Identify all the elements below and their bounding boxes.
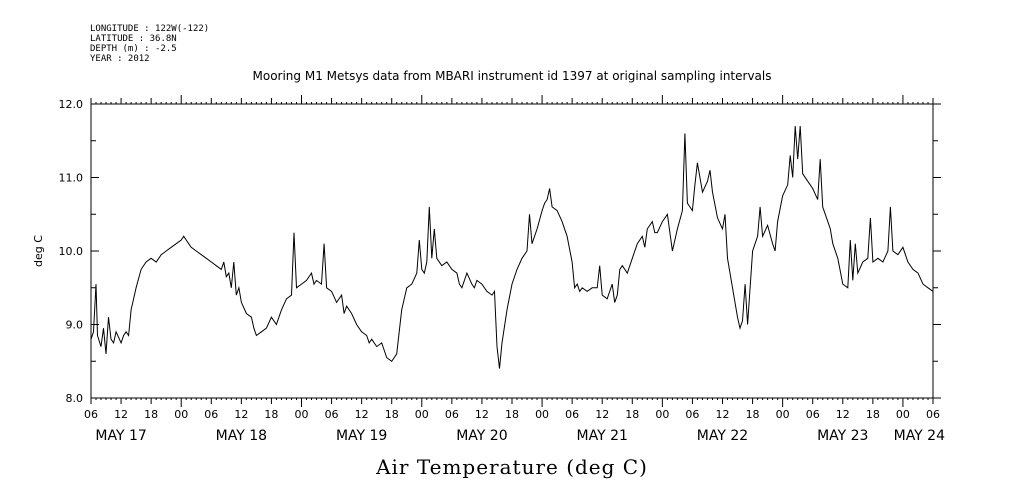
x-tick-label: 00 [295, 408, 309, 421]
chart-title: Mooring M1 Metsys data from MBARI instru… [253, 69, 772, 83]
meta-depth: DEPTH (m) : -2.5 [90, 44, 177, 54]
x-tick-label: 06 [325, 408, 339, 421]
x-tick-label: 06 [926, 408, 940, 421]
meta-year: YEAR : 2012 [90, 54, 150, 64]
y-tick-label: 9.0 [66, 319, 84, 332]
x-tick-label: 06 [806, 408, 820, 421]
day-label: MAY 19 [336, 428, 387, 444]
day-label: MAY 20 [456, 428, 507, 444]
day-label: MAY 17 [95, 428, 146, 444]
x-tick-label: 06 [685, 408, 699, 421]
day-label: MAY 18 [216, 428, 267, 444]
x-tick-label: 18 [505, 408, 519, 421]
x-tick-label: 00 [174, 408, 188, 421]
x-tick-label: 18 [385, 408, 399, 421]
plot-frame [90, 103, 934, 399]
x-axis-label: Air Temperature (deg C) [375, 455, 648, 479]
x-tick-label: 00 [776, 408, 790, 421]
x-tick-label: 00 [535, 408, 549, 421]
meta-latitude: LATITUDE : 36.8N [90, 34, 177, 44]
y-tick-label: 11.0 [59, 172, 84, 185]
y-axis: 8.0 9.0 10.0 11.0 12.0 [59, 98, 941, 405]
y-axis-label: deg C [32, 235, 45, 267]
series-line [90, 126, 934, 369]
day-label: MAY 23 [817, 428, 868, 444]
x-tick-label: 00 [415, 408, 429, 421]
day-label: MAY 24 [894, 428, 945, 444]
y-tick-label: 10.0 [59, 245, 84, 258]
x-tick-label: 06 [204, 408, 218, 421]
x-tick-label: 00 [896, 408, 910, 421]
x-tick-label: 12 [716, 408, 730, 421]
x-tick-label: 18 [866, 408, 880, 421]
x-tick-label: 18 [746, 408, 760, 421]
x-tick-label: 12 [836, 408, 850, 421]
x-tick-label: 00 [655, 408, 669, 421]
x-tick-label: 12 [355, 408, 369, 421]
x-tick-label: 06 [84, 408, 98, 421]
x-tick-label: 12 [475, 408, 489, 421]
y-tick-label: 12.0 [59, 98, 84, 111]
y-tick-label: 8.0 [66, 392, 84, 405]
x-axis: 06 12 18 00 06 12 18 00 06 12 18 00 06 12 18 00 06 12 18 00… [84, 95, 945, 444]
series-layer [90, 126, 934, 369]
meta-longitude: LONGITUDE : 122W(-122) [90, 24, 209, 34]
x-tick-label: 18 [144, 408, 158, 421]
x-tick-label: 12 [114, 408, 128, 421]
x-tick-label: 18 [264, 408, 278, 421]
x-tick-label: 06 [565, 408, 579, 421]
x-tick-label: 18 [625, 408, 639, 421]
day-label: MAY 21 [577, 428, 628, 444]
day-label: MAY 22 [697, 428, 748, 444]
x-tick-label: 12 [595, 408, 609, 421]
x-tick-label: 12 [234, 408, 248, 421]
x-tick-label: 06 [445, 408, 459, 421]
